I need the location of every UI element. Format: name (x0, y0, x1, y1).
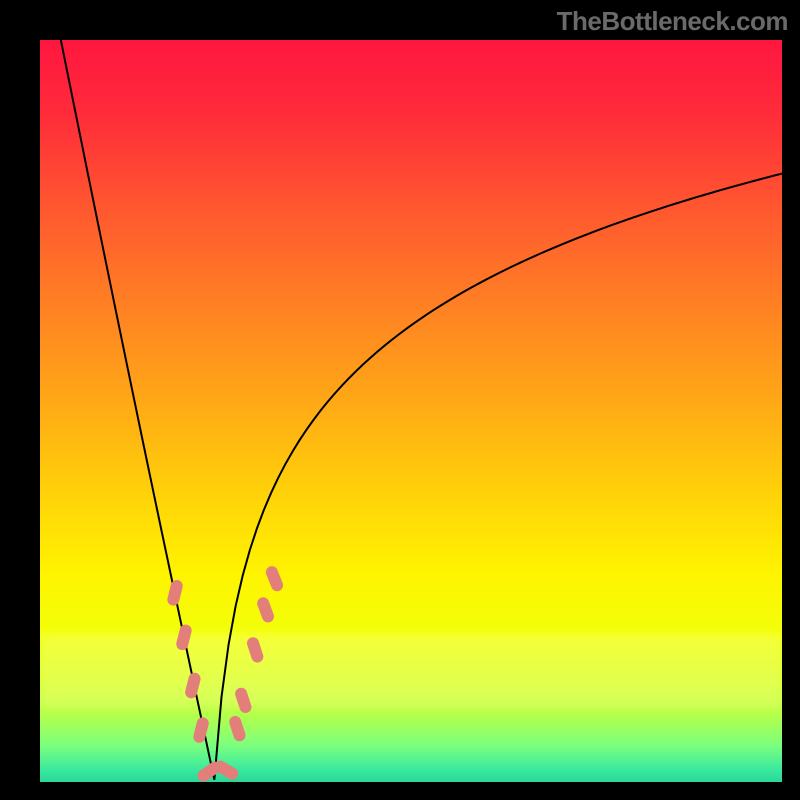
watermark-text: TheBottleneck.com (557, 6, 788, 37)
chart-svg (40, 40, 782, 782)
glow-band (40, 634, 782, 708)
bottleneck-chart (40, 40, 782, 782)
